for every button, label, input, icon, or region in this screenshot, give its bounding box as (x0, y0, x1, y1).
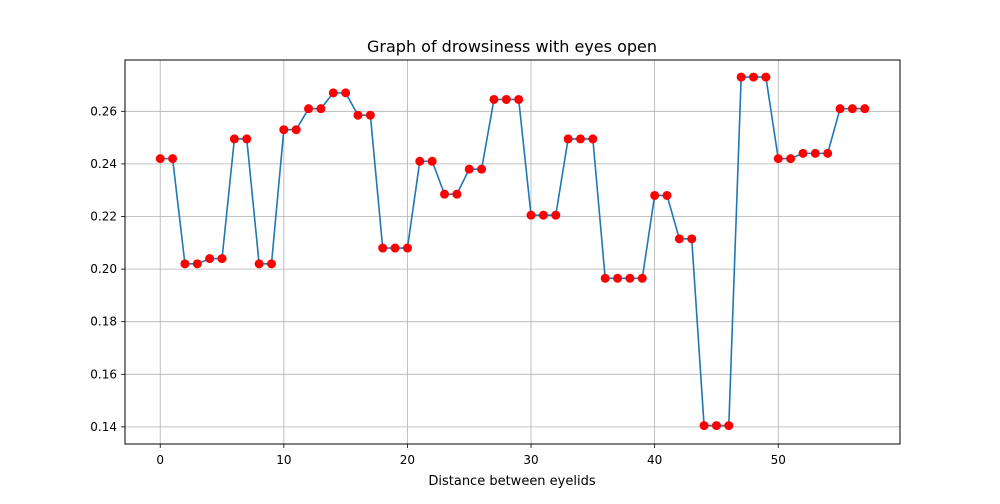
y-tick-label: 0.16 (90, 367, 117, 381)
data-point-marker (650, 190, 660, 200)
data-point-marker (699, 421, 709, 431)
y-tick-label: 0.20 (90, 262, 117, 276)
data-point-marker (625, 273, 635, 283)
data-point-marker (736, 72, 746, 82)
data-point-marker (328, 88, 338, 98)
data-point-marker (266, 259, 276, 269)
data-point-marker (711, 421, 721, 431)
y-tick-label: 0.14 (90, 420, 117, 434)
data-point-marker (341, 88, 351, 98)
data-point-marker (538, 210, 548, 220)
data-point-marker (254, 259, 264, 269)
data-point-marker (353, 110, 363, 120)
data-point-marker (674, 234, 684, 244)
data-point-marker (575, 134, 585, 144)
x-tick-label: 10 (276, 453, 291, 467)
data-point-marker (291, 125, 301, 135)
data-point-marker (155, 154, 165, 164)
data-point-marker (168, 154, 178, 164)
data-point-marker (563, 134, 573, 144)
data-point-marker (316, 104, 326, 114)
data-point-marker (452, 189, 462, 199)
data-point-marker (860, 104, 870, 114)
data-point-marker (637, 273, 647, 283)
data-point-marker (662, 190, 672, 200)
data-point-marker (724, 421, 734, 431)
data-point-marker (761, 72, 771, 82)
data-point-marker (687, 234, 697, 244)
data-point-marker (613, 273, 623, 283)
data-point-marker (477, 164, 487, 174)
data-point-marker (217, 254, 227, 264)
x-tick-label: 50 (771, 453, 786, 467)
data-point-marker (588, 134, 598, 144)
series-line (160, 76, 865, 427)
data-point-marker (749, 72, 759, 82)
data-point-marker (180, 259, 190, 269)
x-tick-label: 0 (156, 453, 164, 467)
data-point-marker (501, 94, 511, 104)
data-point-marker (489, 94, 499, 104)
x-tick-label: 40 (647, 453, 662, 467)
y-tick-label: 0.22 (90, 209, 117, 223)
data-point-marker (205, 254, 215, 264)
data-point-marker (242, 134, 252, 144)
data-point-marker (415, 156, 425, 166)
plot-frame (124, 59, 901, 445)
data-point-marker (464, 164, 474, 174)
y-tick-label: 0.24 (90, 157, 117, 171)
data-point-marker (835, 104, 845, 114)
series-layer (155, 72, 870, 431)
chart-title: Graph of drowsiness with eyes open (367, 37, 657, 56)
y-tick-label: 0.26 (90, 104, 117, 118)
tick-layer: 0 10 20 30 40 50 0.14 0.16 0.18 0.20 0.22 0.24 0.26 (90, 104, 786, 467)
data-point-marker (402, 243, 412, 253)
data-point-marker (304, 104, 314, 114)
data-point-marker (229, 134, 239, 144)
data-point-marker (279, 125, 289, 135)
data-point-marker (551, 210, 561, 220)
data-point-marker (786, 154, 796, 164)
data-point-marker (823, 148, 833, 158)
x-axis-label: Distance between eyelids (428, 474, 595, 489)
data-point-marker (427, 156, 437, 166)
x-tick-label: 30 (523, 453, 538, 467)
y-tick-label: 0.18 (90, 315, 117, 329)
data-point-marker (390, 243, 400, 253)
data-point-marker (847, 104, 857, 114)
data-point-marker (773, 154, 783, 164)
data-point-marker (600, 273, 610, 283)
data-point-marker (514, 94, 524, 104)
x-tick-label: 20 (400, 453, 415, 467)
data-point-marker (378, 243, 388, 253)
data-point-marker (440, 189, 450, 199)
grid-layer (125, 60, 900, 444)
data-point-marker (798, 148, 808, 158)
data-point-marker (526, 210, 536, 220)
data-point-marker (192, 259, 202, 269)
data-point-marker (365, 110, 375, 120)
data-point-marker (810, 148, 820, 158)
